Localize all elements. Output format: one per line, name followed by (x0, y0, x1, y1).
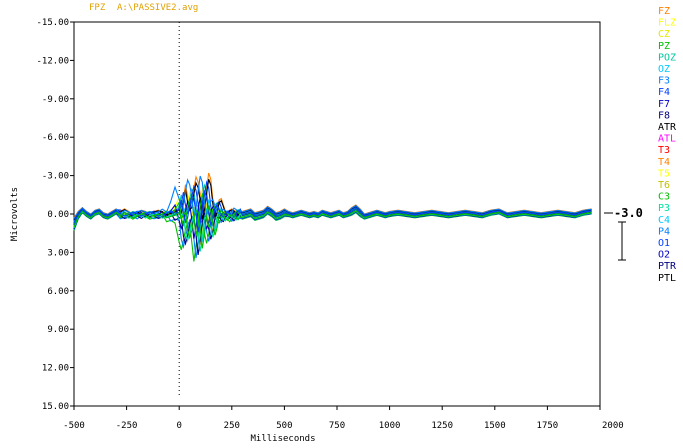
y-tick-label: -6.00 (42, 133, 69, 143)
legend-entry: ATL (658, 134, 676, 145)
y-tick-label: 9.00 (47, 325, 69, 335)
legend-entry: T4 (658, 157, 670, 168)
eeg-series-line (73, 183, 592, 226)
y-axis-title: Microvolts (10, 187, 20, 241)
legend-entry: P4 (658, 226, 670, 237)
legend-entry: F7 (658, 99, 670, 110)
legend-entry: O1 (658, 238, 670, 249)
eeg-series-line (73, 202, 592, 246)
x-tick-label: 750 (329, 421, 345, 431)
y-tick-label: 0.00 (47, 210, 69, 220)
legend-entry: PTR (658, 261, 677, 272)
legend-entry: ATR (658, 122, 677, 133)
y-tick-label: 3.00 (47, 248, 69, 258)
x-tick-label: 250 (224, 421, 240, 431)
legend-entry: FLZ (658, 18, 676, 29)
legend-entry: C4 (658, 215, 670, 226)
eeg-series-line (73, 189, 592, 233)
x-tick-label: 1750 (537, 421, 559, 431)
channel-label: FPZ (89, 3, 106, 13)
legend-entry: PTL (658, 273, 676, 284)
eeg-series-line (73, 198, 592, 242)
y-tick-label: -12.00 (36, 56, 69, 66)
legend-entry: F4 (658, 87, 670, 98)
x-axis-title: Milliseconds (250, 434, 315, 444)
series-group (73, 172, 592, 262)
legend-entry: F8 (658, 110, 670, 121)
eeg-series-line (73, 186, 592, 230)
legend-entry: T6 (658, 180, 670, 191)
scale-bar: -3.0 (604, 206, 643, 261)
x-tick-label: -250 (116, 421, 138, 431)
legend-entry: T3 (658, 145, 670, 156)
legend-entry: P3 (658, 203, 670, 214)
x-tick-label: 2000 (602, 421, 624, 431)
file-label: A:\PASSIVE2.avg (117, 3, 198, 13)
y-tick-label: -15.00 (36, 18, 69, 28)
y-tick-label: 15.00 (42, 402, 69, 412)
eeg-series-line (73, 172, 592, 219)
scale-bar-label: -3.0 (614, 206, 643, 220)
legend-entry: C3 (658, 192, 670, 203)
legend-entry: PZ (658, 41, 670, 52)
y-tick-label: -9.00 (42, 95, 69, 105)
legend-entry: CZ (658, 29, 670, 40)
y-tick-label: 12.00 (42, 364, 69, 374)
legend-entry: POZ (658, 52, 676, 63)
legend-entry: F3 (658, 76, 670, 87)
y-tick-label: 6.00 (47, 287, 69, 297)
legend-entry: OZ (658, 64, 670, 75)
legend-entry: FZ (658, 6, 670, 17)
x-tick-label: 0 (176, 421, 181, 431)
legend-entry: O2 (658, 250, 670, 261)
legend: FZFLZCZPZPOZOZF3F4F7F8ATRATLT3T4T5T6C3P3… (658, 6, 677, 284)
x-tick-label: 500 (276, 421, 292, 431)
eeg-series-line (73, 205, 592, 249)
eeg-series-line (73, 211, 592, 262)
y-axis: -15.00 -12.00 -9.00 -6.00 -3.00 0.00 3.00 6.00 9… (36, 18, 74, 412)
x-axis: -500 -250 0 250 500 750 1000 1250 1500 1750 2000 (63, 406, 624, 431)
x-tick-label: -500 (63, 421, 85, 431)
legend-entry: T5 (658, 168, 670, 179)
y-tick-label: -3.00 (42, 172, 69, 182)
x-tick-label: 1250 (431, 421, 453, 431)
x-tick-label: 1000 (379, 421, 401, 431)
x-tick-label: 1500 (484, 421, 506, 431)
